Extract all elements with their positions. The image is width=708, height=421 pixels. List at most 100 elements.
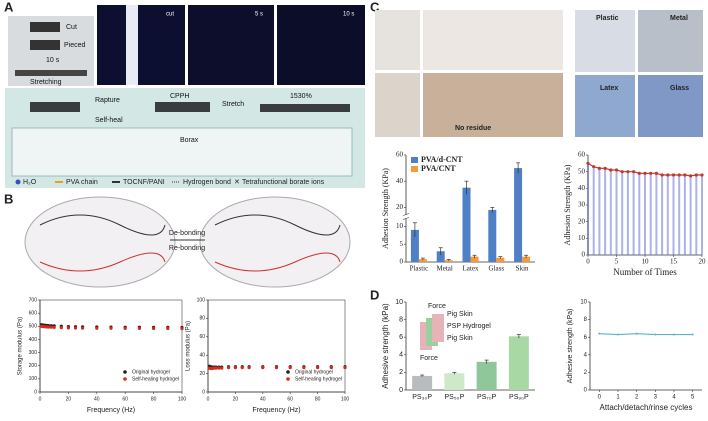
x-tick-label: 20 [699,258,707,266]
y-tick-label: 300 [29,350,38,356]
stem [689,175,692,255]
y-tick-label: 4 [584,352,588,358]
y-tick-label: 10 [578,234,586,242]
data-point [217,366,221,370]
data-point [274,366,279,370]
diagram-label: Borax [180,137,199,144]
data-point [137,326,141,330]
diagram-label: Rapture [95,97,120,104]
marker [660,173,664,177]
chain [39,214,166,236]
y-tick-label: 400 [29,337,38,343]
gel [260,104,350,112]
marker [609,168,613,172]
photo-label: Cut [66,24,77,31]
legend-swatch [411,157,418,163]
y-tick-label: 10 [396,222,404,230]
inset-label: PSP Hydrogel [447,323,491,330]
y-tick-label: 20 [578,217,586,225]
x-tick-label: 0 [39,396,42,402]
y-axis-label: Adhesive strength (kPa) [567,309,574,384]
gel [30,22,60,32]
marker [683,173,687,177]
data-point [329,366,333,370]
bar [412,375,433,390]
data-point [288,366,292,370]
legend-swatch [123,377,127,381]
mechanism [11,127,353,177]
y-tick-label: 30 [578,201,586,209]
data-point [220,366,224,370]
stem [626,171,629,255]
y-tick-label: 20 [396,203,404,211]
photo [638,75,703,137]
y-tick-label: 0 [582,251,586,259]
y-tick-label: 4 [399,352,403,359]
micrograph [97,5,185,85]
photo-label: Plastic [596,15,619,22]
y-tick-label: 10 [580,300,587,306]
y-tick-label: 60 [578,151,586,159]
panel-label: B [4,191,13,206]
legend-swatch [286,370,290,374]
y-tick-label: 40 [396,177,404,185]
y-axis-label: Adhesion Strength (KPa) [563,164,572,245]
stem [621,171,624,255]
data-point [302,366,306,370]
x-tick-label: 100 [341,396,350,402]
y-axis-label: Storage modulus (Pa) [18,317,24,375]
y-tick-label: 80 [199,316,205,322]
photo [423,73,563,137]
data-point [233,366,237,370]
x-tick-label: 5 [615,258,619,266]
x-axis-label: Frequency (Hz) [252,407,300,414]
stem [644,173,646,255]
y-tick-label: 8 [584,317,588,323]
legend-text: Self-healing hydrogel [295,376,342,382]
y-tick-label: 60 [199,334,205,340]
inset-label: Pig Skin [447,311,473,318]
x-tick-label: Skin [516,265,529,273]
stem [592,166,595,255]
photo [375,10,420,70]
x-tick-label: 0 [586,258,590,266]
diagram-label: Stretch [222,101,244,108]
legend-text: PVA/CNT [421,164,456,173]
marker [637,171,641,175]
x-tick-label: 4 [672,395,676,401]
data-point [49,325,53,329]
marker [700,173,704,177]
y-tick-label: 0 [202,389,205,395]
x-tick-label: 80 [151,396,157,402]
photo [575,75,635,137]
diagram-label: Self-heal [95,117,123,124]
legend-icon [15,179,21,185]
x-tick-label: 3 [654,395,658,401]
marker [654,171,659,175]
y-tick-label: 0 [400,258,404,266]
y-tick-label: 60 [396,151,404,159]
scheme-label: Re-bonding [169,245,205,252]
x-tick-label: 60 [287,396,293,402]
x-tick-label: 80 [315,396,321,402]
data-point [66,326,70,330]
time-label: 10 s [343,12,354,18]
chain [214,252,341,272]
photo-label: Pieced [64,42,86,49]
data-point [316,366,320,370]
x-tick-label: PS₅₀P [445,394,465,401]
marker [666,173,670,177]
bar [496,257,505,262]
marker [592,165,596,169]
data-point [59,326,63,330]
panel-label: D [370,287,379,302]
legend-swatch [411,166,418,172]
legend-swatch [286,377,290,381]
y-tick-label: 40 [578,184,586,192]
marker [635,332,638,335]
x-tick-label: 1 [616,395,620,401]
photo [638,10,703,72]
photo-label: Latex [600,85,618,92]
bar [418,259,427,262]
legend-swatch [123,370,127,374]
